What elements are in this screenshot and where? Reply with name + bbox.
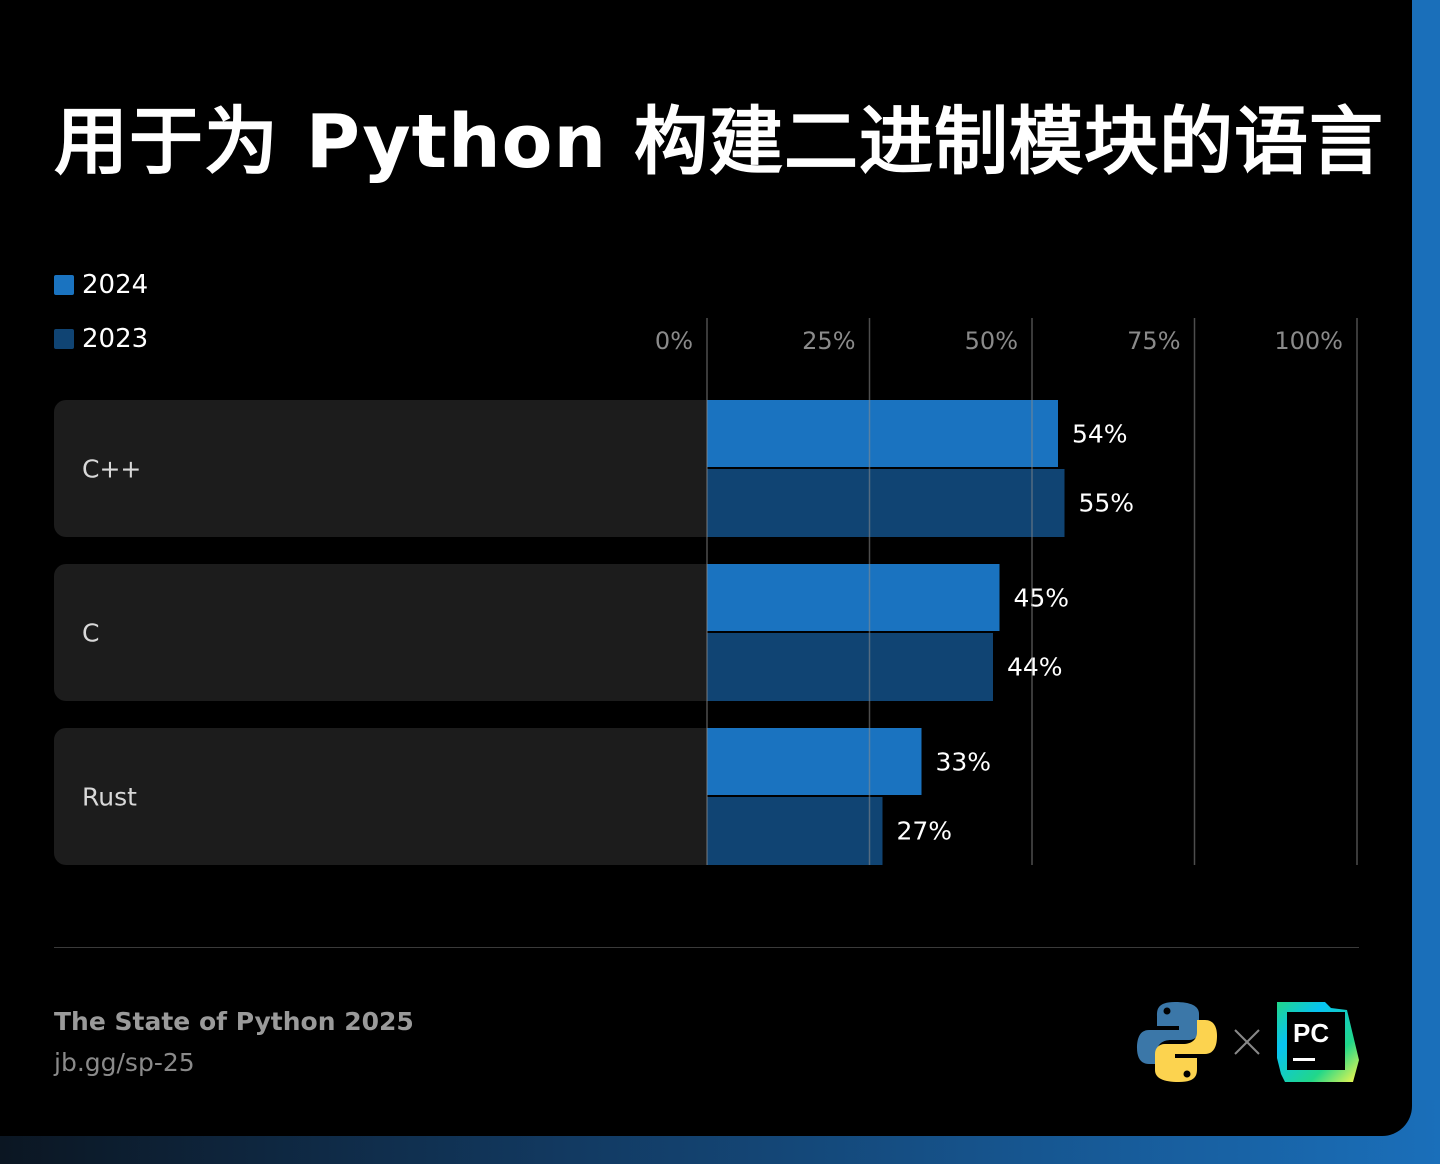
category-label: Rust <box>82 783 137 812</box>
python-logo <box>1137 1002 1217 1082</box>
category-panel <box>54 400 727 537</box>
data-label: 44% <box>1007 653 1063 682</box>
data-label: 45% <box>1014 584 1070 613</box>
pycharm-logo-text: PC <box>1293 1018 1329 1048</box>
tick-label: 100% <box>1274 327 1343 355</box>
footer-divider <box>54 947 1359 948</box>
data-label: 55% <box>1079 489 1135 518</box>
legend-item-2024: 2024 <box>54 270 148 300</box>
legend-label: 2023 <box>82 324 149 354</box>
bar-2023-c++ <box>707 469 1065 537</box>
times-icon <box>1234 1029 1260 1055</box>
data-label: 33% <box>936 748 992 777</box>
legend-item-2023: 2023 <box>54 324 148 354</box>
footer-title: The State of Python 2025 <box>54 1007 414 1036</box>
bar-chart: C++ C Rust 54% 45% 33% 55% 44% 27% 0% 25% 50% 75% 100… <box>54 318 1358 865</box>
bar-2023-c <box>707 633 993 701</box>
footer-link[interactable]: jb.gg/sp-25 <box>54 1048 195 1077</box>
bar-2023-rust <box>707 797 883 865</box>
bar-2024-rust <box>707 728 922 795</box>
bar-2024-c++ <box>707 400 1058 467</box>
category-panel <box>54 564 727 701</box>
legend-swatch-2023 <box>54 329 74 349</box>
category-panel <box>54 728 727 865</box>
pycharm-logo: PC <box>1277 1002 1359 1082</box>
logos: PC <box>1137 1002 1359 1082</box>
data-label: 54% <box>1072 420 1128 449</box>
tick-label: 75% <box>1127 327 1180 355</box>
category-label: C++ <box>82 455 141 484</box>
category-label: C <box>82 619 99 648</box>
bar-2024-c <box>707 564 1000 631</box>
chart-title: 用于为 Python 构建二进制模块的语言 <box>54 99 1384 185</box>
legend-label: 2024 <box>82 270 149 300</box>
legend-swatch-2024 <box>54 275 74 295</box>
tick-label: 0% <box>655 327 693 355</box>
data-label: 27% <box>897 817 953 846</box>
tick-label: 50% <box>965 327 1018 355</box>
tick-label: 25% <box>802 327 855 355</box>
